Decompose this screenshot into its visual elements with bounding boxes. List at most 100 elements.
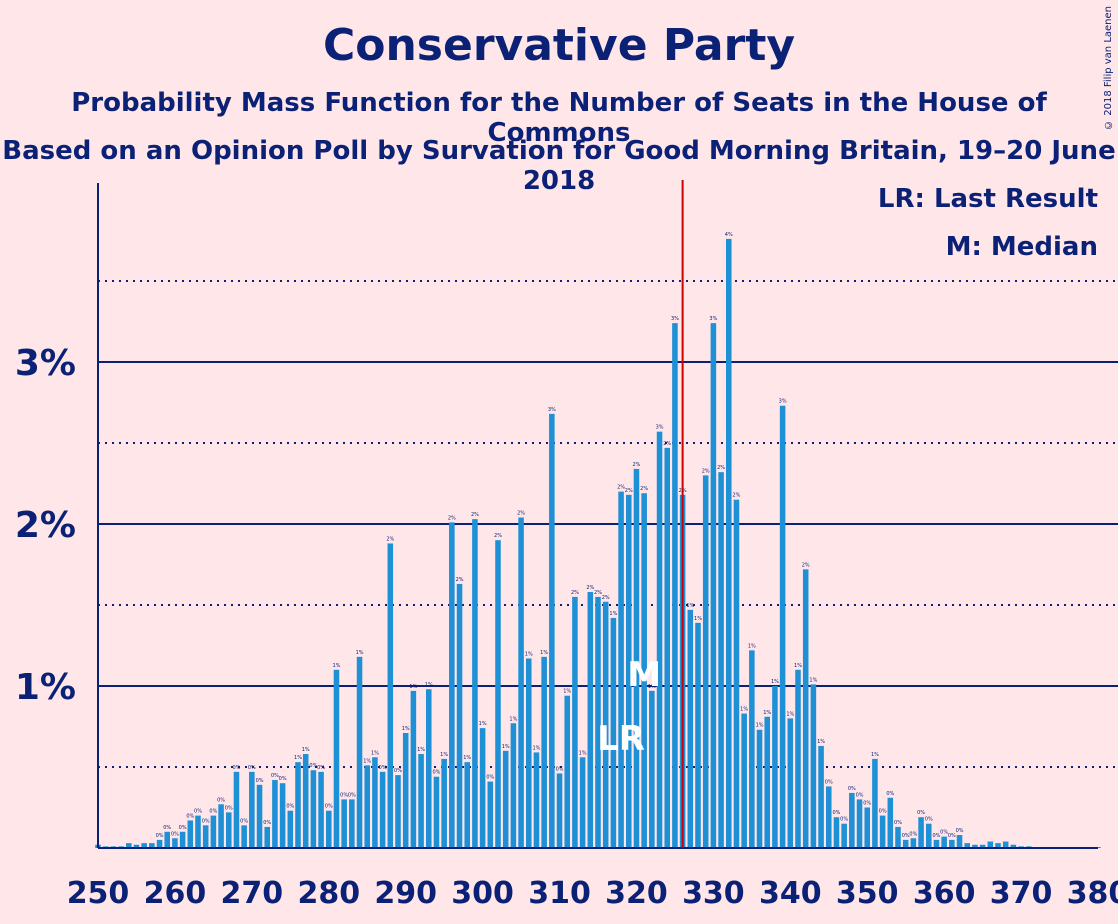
bar-data-label: 2% <box>802 562 810 568</box>
bar-seat-351 <box>872 758 878 848</box>
x-tick-label: 290 <box>374 876 437 911</box>
bar-data-label: 2% <box>640 486 648 492</box>
bar-seat-339 <box>779 405 786 848</box>
bar-data-label: 1% <box>502 744 510 750</box>
bar-seat-264 <box>202 825 209 848</box>
bar-seat-363 <box>964 843 970 848</box>
bar-data-label: 0% <box>379 765 387 771</box>
bar-seat-287 <box>379 771 386 848</box>
bar-seat-307 <box>533 752 540 848</box>
x-tick-label: 320 <box>605 876 668 911</box>
bar-data-label: 1% <box>540 650 548 656</box>
median-marker: M <box>627 655 661 695</box>
bar-data-label: 2% <box>625 488 633 494</box>
bar-data-label: 1% <box>463 755 471 761</box>
bar-seat-275 <box>287 810 294 848</box>
bar-seat-296 <box>449 522 455 848</box>
bar-seat-256 <box>141 843 147 848</box>
bar-data-label: 0% <box>825 779 833 785</box>
bar-data-label: 0% <box>286 804 294 810</box>
bar-seat-304 <box>510 723 517 848</box>
bar-data-label: 3% <box>671 316 679 322</box>
bar-data-label: 1% <box>302 747 310 753</box>
bar-data-label: 0% <box>886 791 894 797</box>
bar-seat-268 <box>233 771 240 848</box>
bar-seat-366 <box>987 841 994 848</box>
x-tick-label: 310 <box>528 876 591 911</box>
bar-seat-340 <box>787 718 794 848</box>
bar-data-label: 1% <box>417 747 425 753</box>
bar-seat-359 <box>933 839 940 848</box>
bar-seat-257 <box>149 843 155 848</box>
bar-data-label: 0% <box>279 776 287 782</box>
bar-data-label: 1% <box>294 755 302 761</box>
bar-seat-310 <box>556 773 563 848</box>
bar-data-label: 0% <box>171 831 179 837</box>
bar-data-label: 2% <box>471 512 479 518</box>
bar-seat-293 <box>426 689 432 848</box>
bar-data-label: 2% <box>702 468 710 474</box>
bar-data-label: 0% <box>179 825 187 831</box>
bar-seat-305 <box>518 517 524 848</box>
bar-seat-322 <box>649 690 655 848</box>
bar-seat-367 <box>995 843 1001 848</box>
bar-seat-319 <box>626 494 632 848</box>
bar-seat-338 <box>772 686 778 848</box>
bar-data-label: 1% <box>786 711 794 717</box>
x-tick-label: 260 <box>144 876 207 911</box>
y-tick-label: 2% <box>15 505 76 546</box>
bar-seat-336 <box>756 729 763 848</box>
bar-data-label: 1% <box>363 758 371 764</box>
bar-seat-346 <box>833 817 840 848</box>
bar-data-label: 0% <box>394 768 402 774</box>
bar-seat-328 <box>695 622 701 848</box>
x-tick-label: 330 <box>682 876 745 911</box>
bar-data-label: 0% <box>240 818 248 824</box>
bar-seat-266 <box>218 804 224 848</box>
bar-seat-355 <box>902 839 909 848</box>
bar-data-label: 2% <box>602 595 610 601</box>
bar-data-label: 0% <box>340 792 348 798</box>
bar-seat-260 <box>172 838 178 848</box>
bar-data-label: 0% <box>486 775 494 781</box>
bar-seat-332 <box>726 238 732 848</box>
bar-data-label: 0% <box>917 810 925 816</box>
bar-data-label: 1% <box>425 682 433 688</box>
bar-data-label: 0% <box>263 820 271 826</box>
bar-data-label: 1% <box>479 721 487 727</box>
bar-seat-306 <box>526 658 532 848</box>
bar-data-label: 2% <box>663 441 671 447</box>
x-tick-label: 370 <box>990 876 1053 911</box>
bar-data-label: 1% <box>794 663 802 669</box>
bar-seat-299 <box>472 519 478 848</box>
bar-data-label: 0% <box>925 817 933 823</box>
bar-data-label: 0% <box>163 825 171 831</box>
chart-subtitle-poll: Based on an Opinion Poll by Survation fo… <box>2 136 1116 196</box>
bar-seat-279 <box>318 771 324 848</box>
bar-seat-344 <box>818 745 824 848</box>
bar-seat-331 <box>718 472 724 848</box>
bar-seat-360 <box>941 836 947 848</box>
bar-seat-277 <box>302 754 309 848</box>
bar-seat-348 <box>849 792 855 848</box>
bar-data-label: 0% <box>956 828 964 834</box>
bar-seat-365 <box>979 844 986 848</box>
x-tick-label: 340 <box>759 876 822 911</box>
bar-data-label: 2% <box>617 485 625 491</box>
bar-data-label: 1% <box>740 707 748 713</box>
bar-seat-295 <box>441 758 447 848</box>
bar-seat-369 <box>1010 844 1017 848</box>
bar-data-label: 0% <box>248 765 256 771</box>
bar-data-label: 0% <box>325 804 333 810</box>
bar-seat-358 <box>926 823 932 848</box>
x-tick-label: 360 <box>913 876 976 911</box>
bar-data-label: 1% <box>371 750 379 756</box>
bar-seat-311 <box>564 695 570 848</box>
bar-seat-301 <box>487 781 494 848</box>
legend-last-result: LR: Last Result <box>877 184 1098 214</box>
bar-seat-343 <box>810 684 817 848</box>
bar-data-label: 1% <box>409 684 417 690</box>
bar-seat-302 <box>495 540 501 848</box>
bar-seat-303 <box>502 750 509 848</box>
bar-data-label: 0% <box>271 773 279 779</box>
